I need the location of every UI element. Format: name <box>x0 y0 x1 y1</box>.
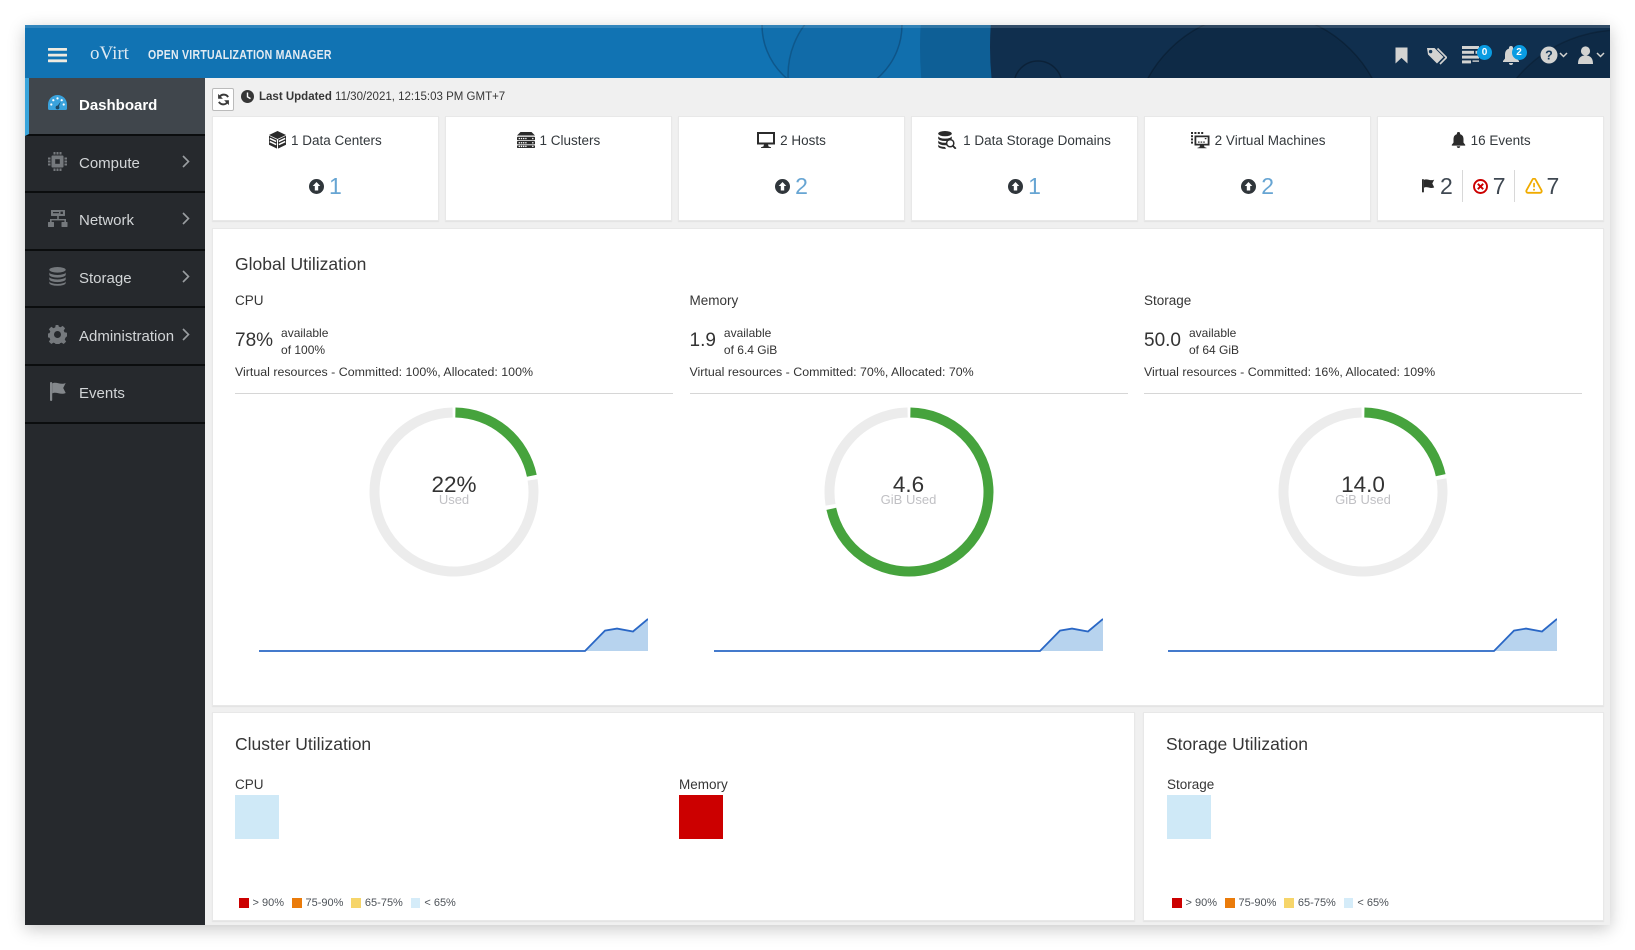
svg-text:?: ? <box>1545 48 1553 62</box>
